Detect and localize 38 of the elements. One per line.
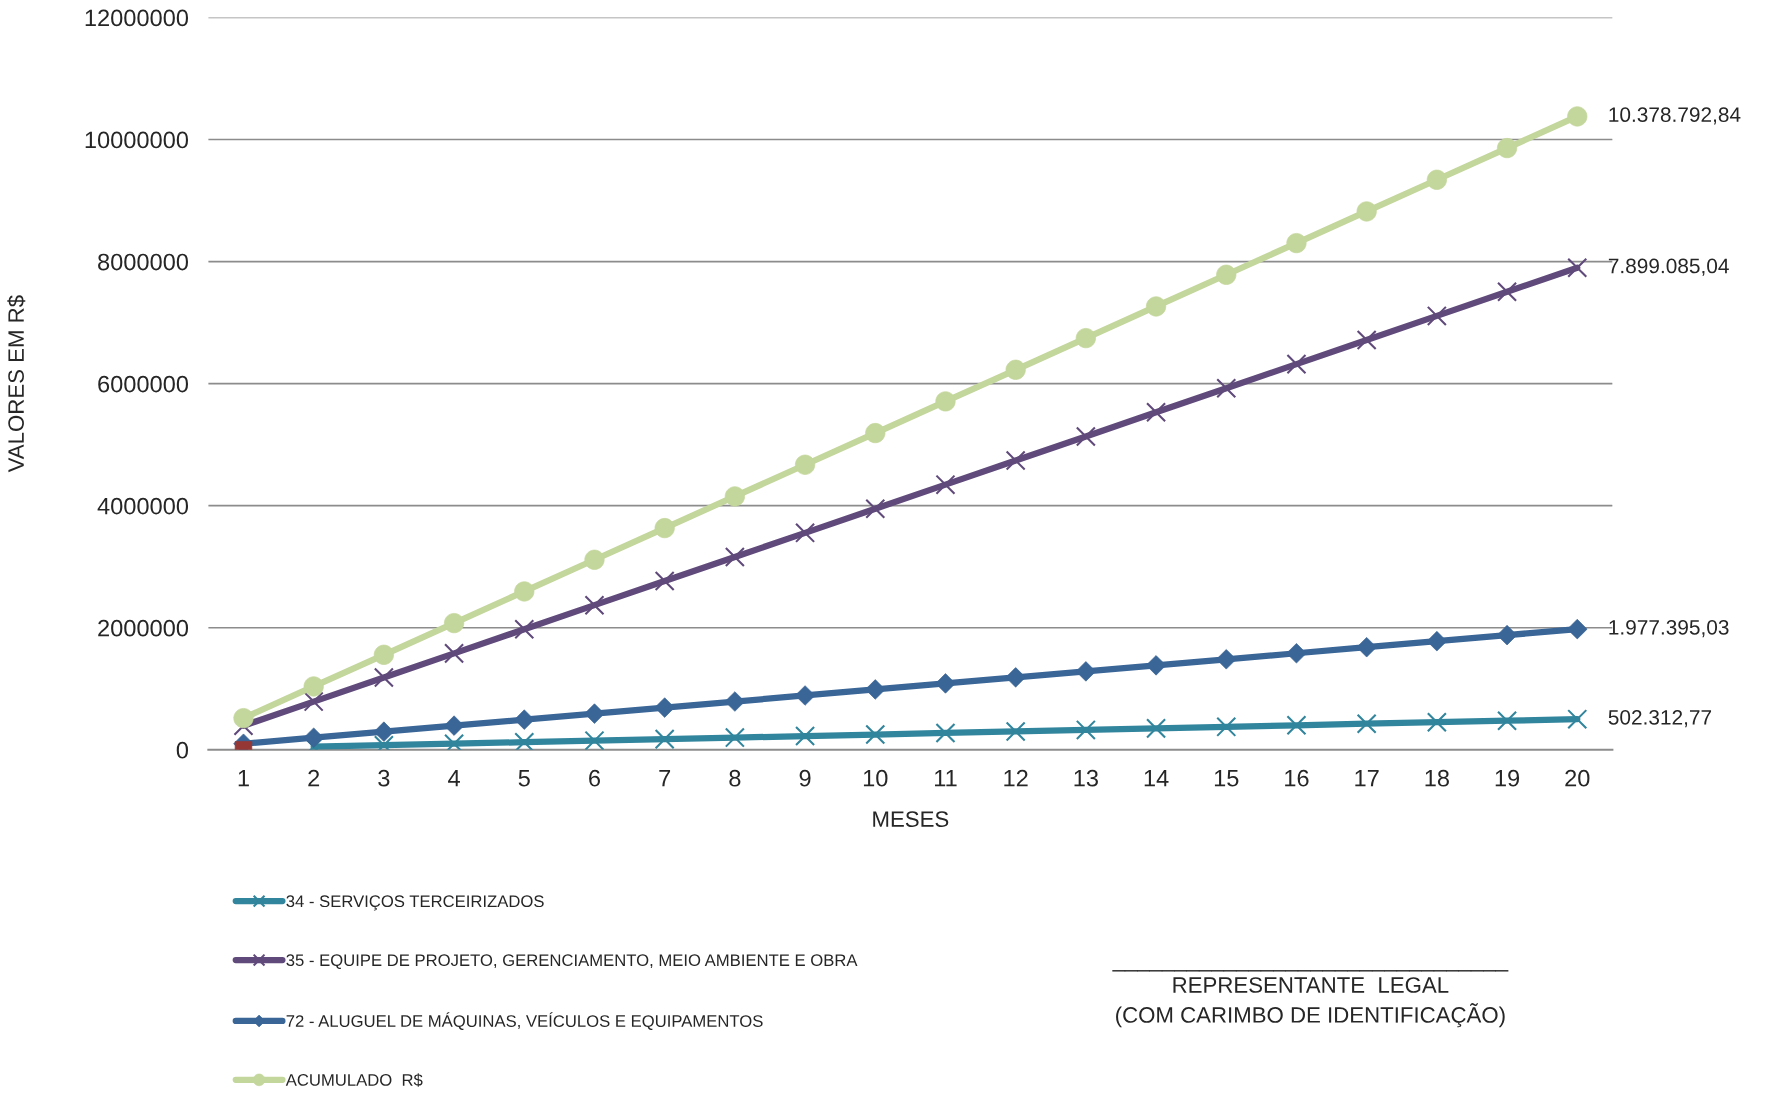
x-tick-label: 17	[1355, 770, 1379, 787]
data-label: 502.312,77	[1608, 709, 1712, 728]
x-tick-label: 15	[1214, 770, 1239, 787]
y-tick-label: 6000000	[98, 375, 189, 393]
y-tick-label: 10000000	[85, 131, 189, 149]
x-tick-label: 10	[863, 769, 888, 787]
y-tick-label: 4000000	[97, 497, 189, 515]
y-axis-title: VALORES EM R$	[7, 295, 26, 473]
y-tick-label: 2000000	[98, 619, 189, 637]
x-tick-label: 20	[1565, 769, 1590, 787]
x-tick-label: 9	[799, 769, 811, 787]
legend-label: 72 - ALUGUEL DE MÁQUINAS, VEÍCULOS E EQUIPAMENTOS	[286, 1012, 763, 1030]
legend-label: 35 - EQUIPE DE PROJETO, GERENCIAMENTO, MEIO AMBIENTE E OBRA	[286, 954, 858, 970]
data-label: 7.899.085,04	[1608, 258, 1729, 276]
x-tick-label: 4	[448, 770, 460, 787]
x-tick-label: 11	[935, 770, 957, 787]
y-tick-label: 12000000	[85, 9, 189, 27]
x-tick-label: 7	[659, 770, 671, 787]
x-tick-label: 12	[1004, 769, 1028, 787]
y-tick-label: 0	[176, 741, 189, 759]
x-tick-label: 18	[1425, 769, 1449, 787]
x-tick-label: 14	[1144, 770, 1169, 787]
x-tick-label: 2	[308, 769, 320, 787]
x-tick-label: 3	[378, 769, 390, 787]
data-label: 1.977.395,03	[1609, 619, 1729, 638]
x-tick-label: 6	[589, 769, 601, 787]
x-axis-title: MESES	[873, 811, 949, 828]
x-tick-label: 13	[1074, 769, 1098, 787]
text: ________________________________ REPRESENTANTE LEGAL (COM CARIMBO DE IDENTIFICAÇÃO)	[1112, 970, 1509, 1028]
data-label: 10.378.792,84	[1609, 107, 1741, 125]
legend-label: ACUMULADO R$	[285, 1073, 423, 1087]
x-tick-label: 5	[518, 770, 530, 787]
legend-label: 34 - SERVIÇOS TERCEIRIZADOS	[286, 895, 544, 911]
x-tick-label: 19	[1495, 769, 1520, 787]
x-tick-label: 1	[238, 770, 249, 787]
x-tick-label: 8	[729, 769, 741, 787]
y-tick-label: 8000000	[98, 253, 189, 271]
x-tick-label: 16	[1285, 769, 1309, 787]
